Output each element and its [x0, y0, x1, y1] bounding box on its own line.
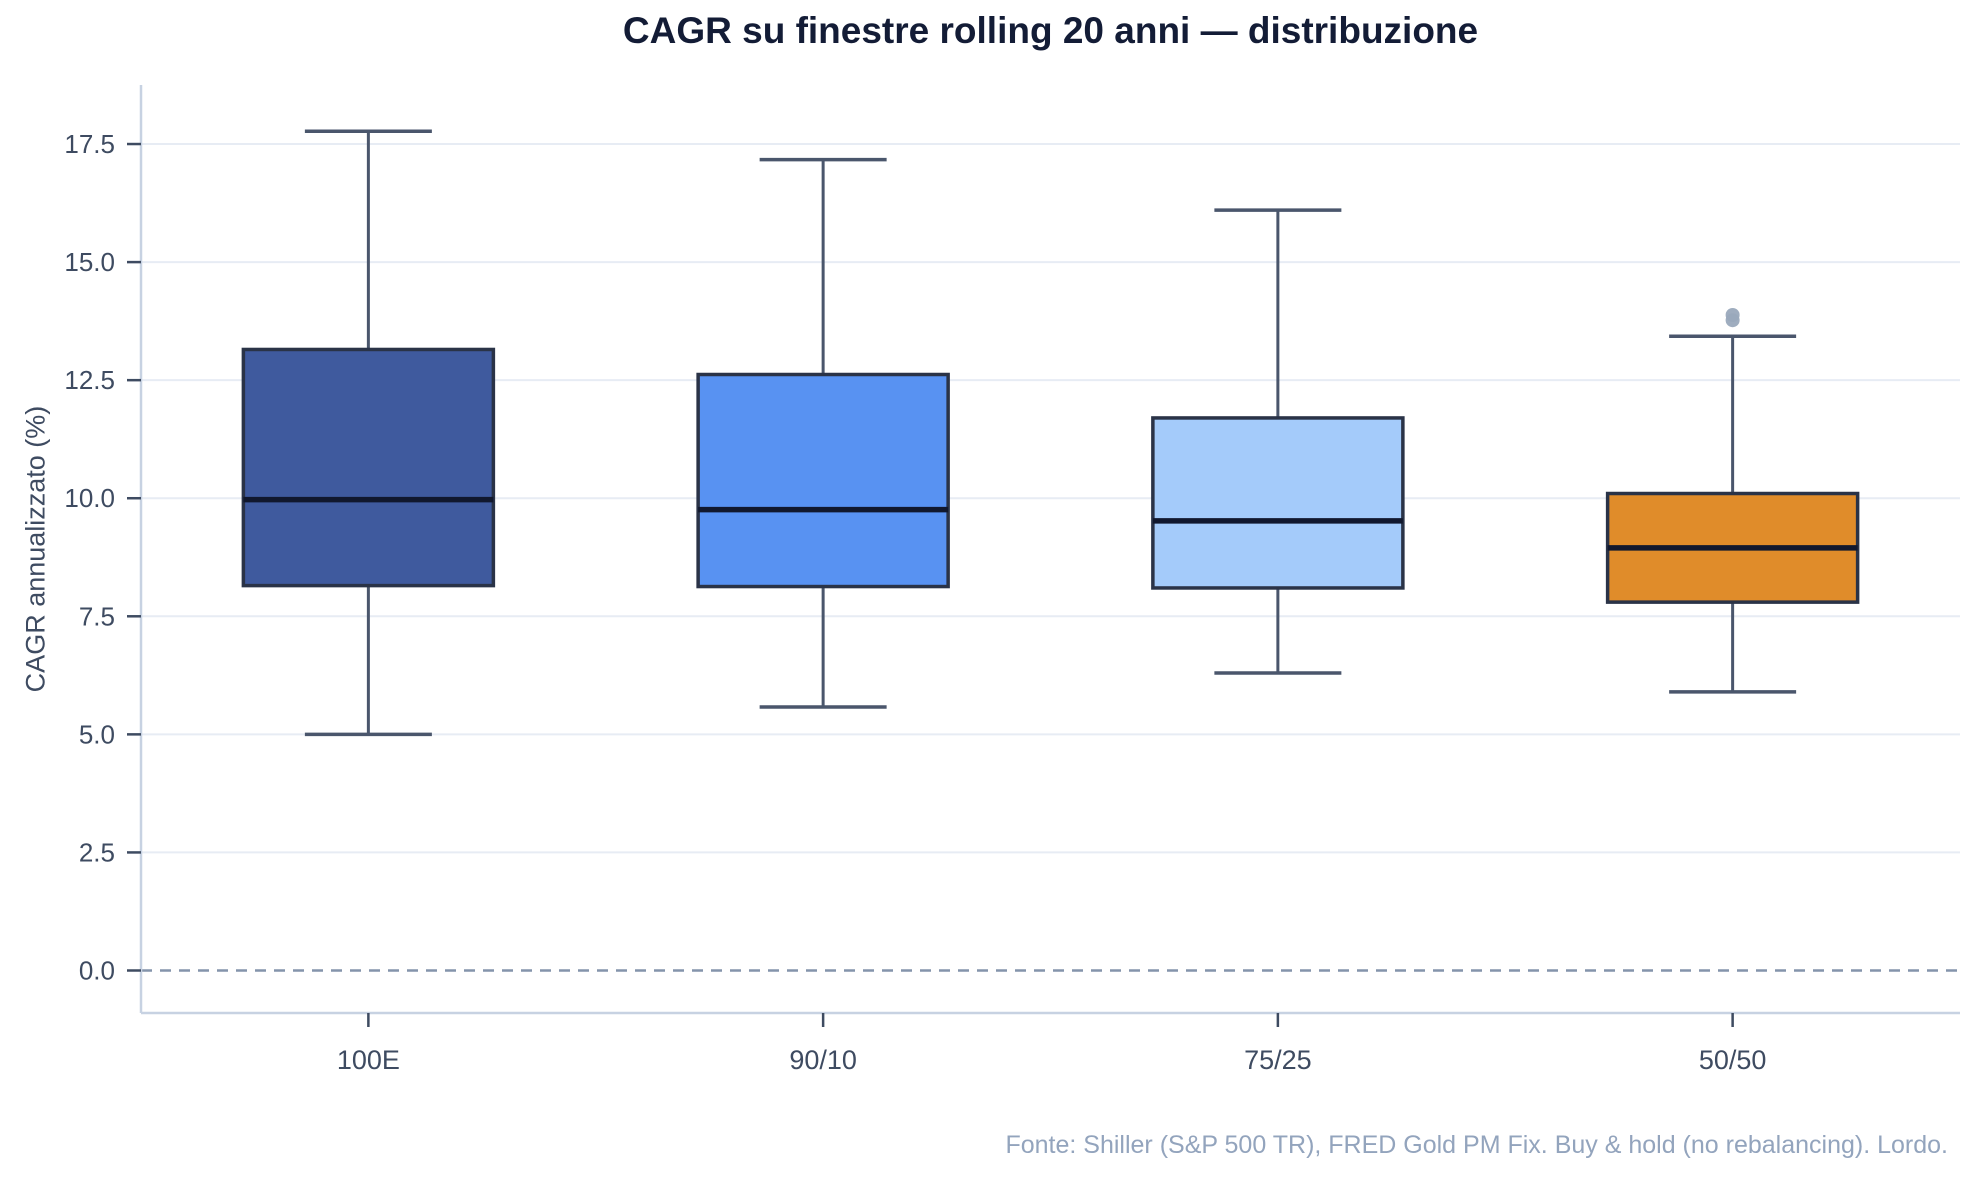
box-100E — [241, 347, 496, 588]
outlier-dot-50-50 — [1725, 307, 1740, 322]
x-tick-label-50-50: 50/50 — [1699, 1045, 1767, 1075]
y-axis-label: CAGR annualizzato (%) — [20, 405, 51, 693]
x-tick-label-90-10: 90/10 — [789, 1045, 857, 1075]
x-tick-label-100E: 100E — [337, 1045, 400, 1075]
y-tick-label: 0.0 — [79, 955, 115, 985]
y-tick-label: 5.0 — [79, 719, 115, 749]
x-tick-label-75-25: 75/25 — [1244, 1045, 1312, 1075]
chart-title: CAGR su finestre rolling 20 anni — distr… — [622, 10, 1479, 51]
box-75-25 — [1151, 416, 1405, 590]
box-90-10 — [696, 372, 950, 589]
source-note: Fonte: Shiller (S&P 500 TR), FRED Gold P… — [1005, 1131, 1948, 1159]
y-tick-label: 2.5 — [79, 837, 115, 867]
y-tick-label: 12.5 — [64, 365, 115, 395]
y-tick-label: 17.5 — [64, 129, 115, 159]
y-tick-label: 7.5 — [79, 601, 115, 631]
y-tick-label: 15.0 — [64, 247, 115, 277]
y-tick-label: 10.0 — [64, 483, 115, 513]
